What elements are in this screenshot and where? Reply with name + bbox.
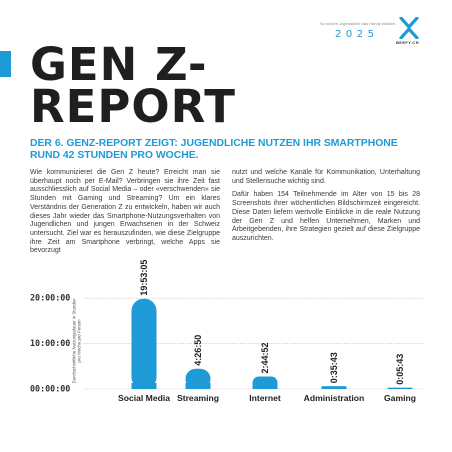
y-tick-label: 00:00:00: [30, 384, 70, 394]
category-label: Social Media: [118, 393, 170, 403]
category-label: Streaming: [177, 393, 219, 403]
usage-bar-chart: Durchschnittliche Nutzungsdauer in Stund…: [0, 260, 452, 410]
accent-bar: [0, 51, 11, 77]
data-label: 2:44:52: [260, 342, 270, 373]
subheadline: DER 6. GENZ-REPORT ZEIGT: JUGENDLICHE NU…: [30, 138, 398, 161]
bar-social-media: [131, 298, 157, 389]
page-title: GEN Z- REPORT: [30, 38, 450, 133]
body-column-right: nutzt und welche Kanäle für Kommunikatio…: [232, 169, 420, 249]
logo-text: BEEFY.CH: [396, 40, 419, 45]
header-year: 2025: [335, 29, 379, 40]
bar-base: [185, 383, 211, 389]
category-label: Internet: [249, 393, 281, 403]
y-tick-label: 10:00:00: [30, 338, 70, 348]
body-paragraph: nutzt und welche Kanäle für Kommunikatio…: [232, 169, 420, 185]
title-line-2: REPORT: [30, 80, 236, 133]
data-label: 0:05:43: [395, 354, 405, 385]
data-label: 0:35:43: [329, 352, 339, 383]
data-label: 4:26:50: [193, 335, 203, 366]
title-line-1: GEN Z-: [30, 38, 208, 91]
x-mark-logo-icon: [399, 17, 419, 39]
bar-base: [321, 386, 347, 389]
bar-base: [131, 383, 157, 389]
data-label: 19:53:05: [139, 260, 149, 296]
y-tick-label: 20:00:00: [30, 293, 70, 303]
body-paragraph: Dafür haben 154 Teilnehmende im Alter vo…: [232, 191, 420, 242]
category-label: Gaming: [384, 393, 416, 403]
bar-base: [252, 383, 278, 389]
body-column-left: Wie kommunizieret die Gen Z heute? Errei…: [30, 169, 220, 261]
bar-base: [387, 387, 413, 389]
y-axis-title: Durchschnittliche Nutzungsdauer in Stund…: [72, 298, 82, 383]
category-label: Administration: [304, 393, 365, 403]
header-tagline: So nutzen Jugendliche das Handy wirklich…: [319, 21, 396, 26]
y-axis-title-line: pro Woche pro Person: [77, 319, 82, 363]
y-axis-title-line: Durchschnittliche Nutzungsdauer in Stund…: [72, 298, 77, 383]
body-paragraph: Wie kommunizieret die Gen Z heute? Errei…: [30, 169, 220, 255]
chart-canvas: Durchschnittliche Nutzungsdauer in Stund…: [30, 260, 425, 403]
